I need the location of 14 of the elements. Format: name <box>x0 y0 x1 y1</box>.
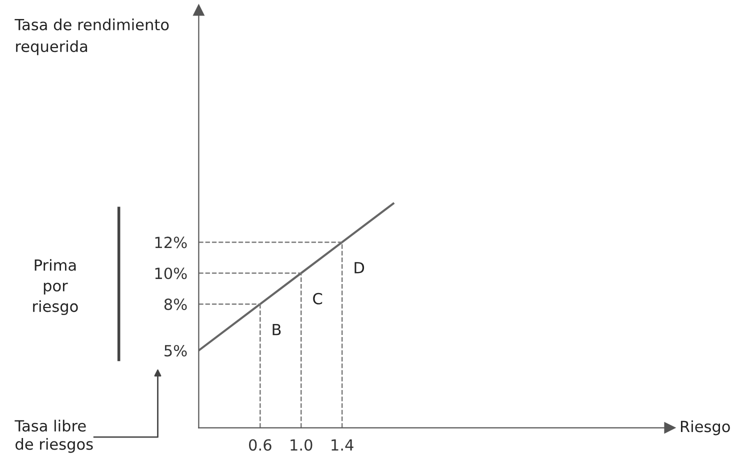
y-axis-title: Tasa de rendimiento requerida <box>14 18 169 56</box>
y-tick-label: 12% <box>155 236 187 248</box>
text: Prima por riesgo <box>33 259 78 316</box>
y-tick-label: 10% <box>155 268 187 280</box>
text: Tasa libre de riesgos <box>14 420 93 453</box>
annotation: D <box>354 262 364 274</box>
annotation: C <box>313 292 322 304</box>
x-tick-label: 1.0 <box>290 439 312 451</box>
y-tick-label: 8% <box>164 298 187 310</box>
x-axis-title: Riesgo <box>680 420 730 436</box>
annotation: B <box>272 324 281 336</box>
x-tick-label: 0.6 <box>249 439 272 451</box>
x-tick-label: 1.4 <box>332 439 354 451</box>
y-tick-label: 5% <box>164 344 187 356</box>
